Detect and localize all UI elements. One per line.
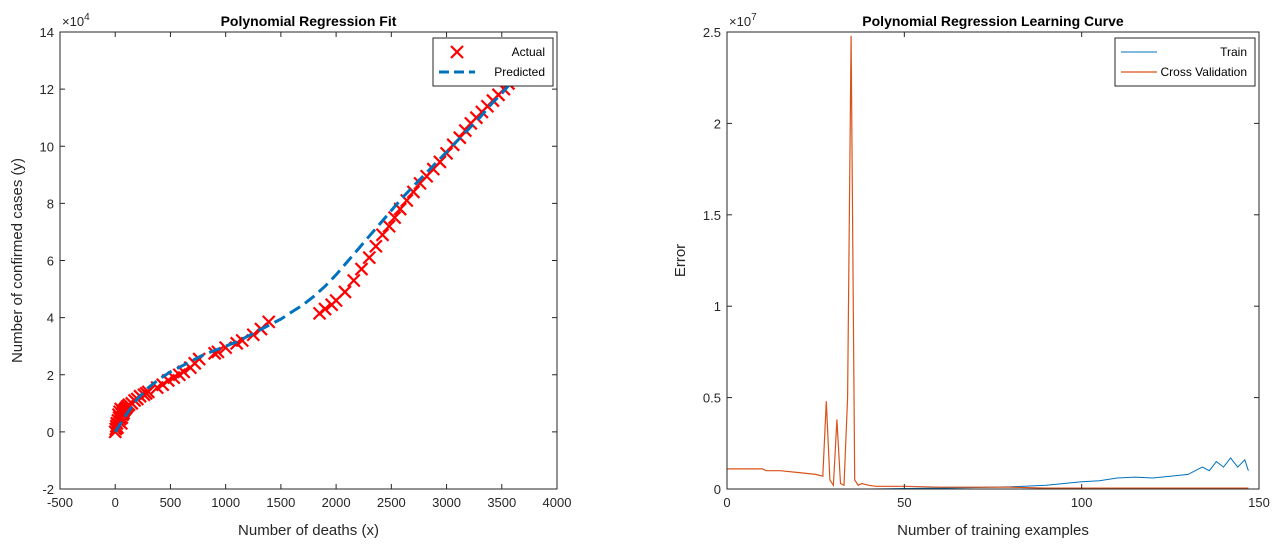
y-tick-label: 2: [47, 368, 54, 383]
x-tick-label: 1000: [211, 495, 240, 510]
learning-legend: Train Cross Validation: [1114, 37, 1256, 87]
actual-point: [211, 345, 225, 359]
fit-legend: Actual Predicted: [432, 37, 554, 87]
legend-label: Actual: [512, 45, 545, 59]
y-tick-label: 0.5: [703, 391, 721, 406]
x-tick-label: 0: [112, 495, 119, 510]
actual-point: [382, 219, 396, 234]
actual-point: [347, 273, 361, 288]
y-tick-label: 14: [40, 25, 54, 40]
learning-title: Polynomial Regression Learning Curve: [862, 13, 1124, 29]
legend-box: [432, 37, 554, 87]
actual-point: [369, 239, 383, 253]
legend-marker-icon: [450, 45, 464, 59]
x-tick-label: -500: [47, 495, 73, 510]
x-tick-label: 4000: [543, 495, 572, 510]
y-tick-label: 1: [714, 299, 721, 314]
x-tick-label: 100: [1071, 495, 1093, 510]
actual-point: [354, 262, 369, 276]
fit-series-group: [108, 45, 551, 439]
y-tick-label: 8: [47, 196, 54, 211]
learning-y-multiplier-base: ×10: [729, 14, 751, 29]
y-tick-label: 12: [40, 82, 54, 97]
actual-point: [406, 185, 421, 199]
x-tick-label: 0: [723, 495, 730, 510]
x-tick-label: 3500: [487, 495, 516, 510]
actual-point: [375, 228, 390, 242]
actual-point: [318, 302, 332, 316]
fit-chart: -500 0 500 1000 1500 2000 2500 3000 3500 4000 -2 0 2…: [9, 12, 571, 539]
cross-validation-line: [727, 35, 1249, 489]
y-tick-label: 1.5: [703, 208, 721, 223]
actual-point: [433, 155, 447, 169]
actual-point: [338, 285, 352, 299]
learning-axes-box: [726, 31, 1260, 490]
fit-y-multiplier: ×104: [62, 12, 90, 29]
fit-y-multiplier-base: ×10: [62, 14, 84, 29]
x-tick-label: 50: [897, 495, 911, 510]
predicted-line: [113, 45, 548, 433]
x-tick-label: 150: [1248, 495, 1270, 510]
y-tick-label: 6: [47, 254, 54, 269]
actual-point: [387, 210, 402, 225]
x-tick-label: 2500: [377, 495, 406, 510]
x-tick-label: 3000: [432, 495, 461, 510]
x-tick-label: 500: [160, 495, 182, 510]
y-tick-label: 2.5: [703, 25, 721, 40]
fit-ticks: -500 0 500 1000 1500 2000 2500 3000 3500 4000 -2 0 2…: [40, 25, 572, 510]
y-tick-label: 0: [714, 482, 721, 497]
actual-point: [141, 385, 156, 399]
legend-label: Cross Validation: [1161, 65, 1247, 79]
learning-curve-chart: 0 50 100 150 0 0.5 1 1.5 2 2.5 Polynomial Regress…: [672, 12, 1270, 539]
y-tick-label: 10: [40, 139, 54, 154]
fit-x-axis-label: Number of deaths (x): [238, 522, 379, 539]
fit-y-multiplier-exponent: 4: [84, 12, 90, 23]
learning-x-axis-label: Number of training examples: [897, 522, 1089, 539]
learning-y-axis-label: Error: [672, 244, 689, 277]
legend-box: [1114, 37, 1256, 87]
legend-label: Predicted: [494, 65, 545, 79]
learning-y-multiplier-exponent: 7: [751, 12, 757, 23]
actual-point: [362, 250, 377, 265]
learning-plot-area: [727, 32, 1259, 489]
legend-label: Train: [1220, 45, 1247, 59]
learning-ticks: 0 50 100 150 0 0.5 1 1.5 2 2.5: [703, 25, 1270, 510]
x-tick-label: 2000: [322, 495, 351, 510]
fit-plot-area: [60, 32, 557, 489]
fit-y-axis-label: Number of confirmed cases (y): [9, 158, 26, 363]
learning-y-multiplier: ×107: [729, 12, 757, 29]
y-tick-label: -2: [42, 482, 54, 497]
y-tick-label: 2: [714, 116, 721, 131]
y-tick-label: 0: [47, 425, 54, 440]
fit-title: Polynomial Regression Fit: [221, 13, 397, 29]
y-tick-label: 4: [47, 311, 54, 326]
x-tick-label: 1500: [266, 495, 295, 510]
